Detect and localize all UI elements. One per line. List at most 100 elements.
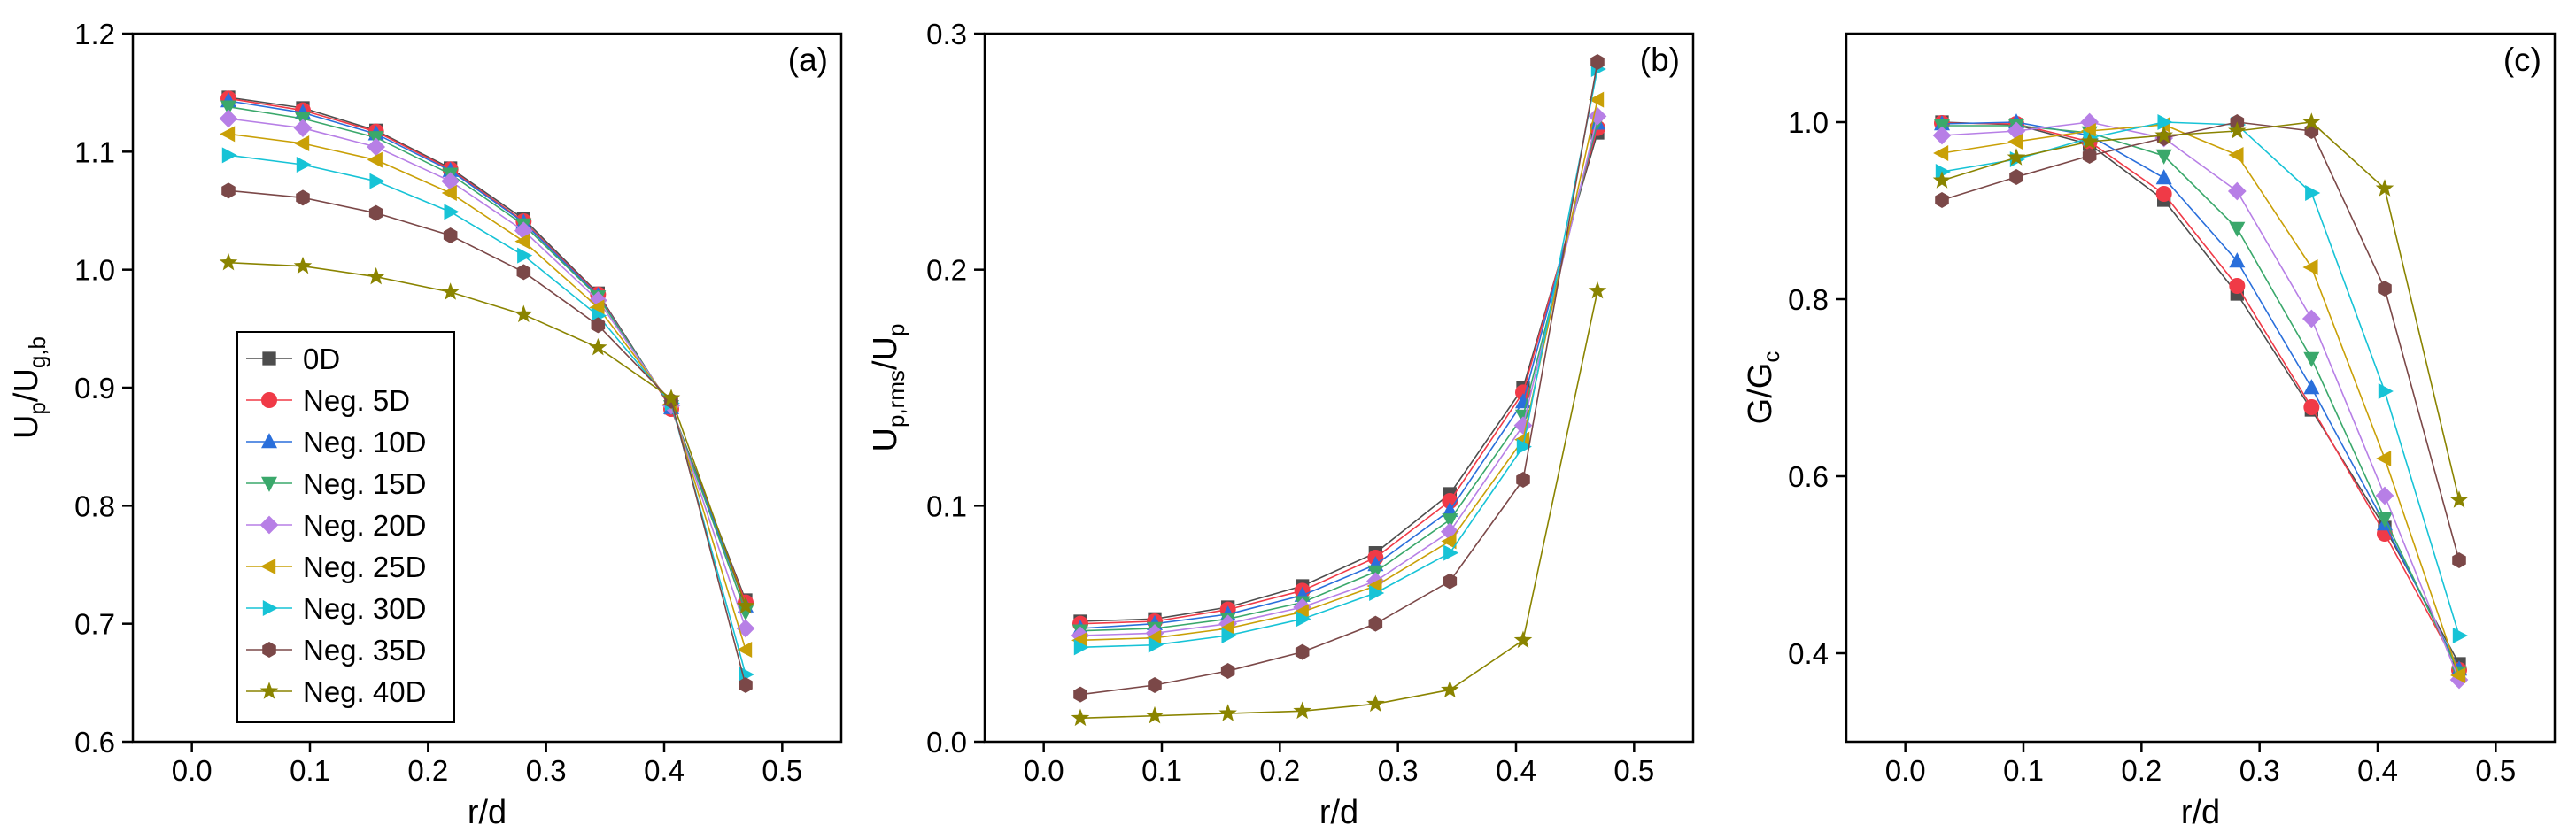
series-line [1079, 120, 1598, 632]
data-point [220, 126, 236, 143]
data-point [661, 389, 681, 406]
data-point [1933, 145, 1949, 161]
data-point [514, 304, 533, 323]
series-line [1941, 121, 2460, 636]
data-point [1073, 639, 1089, 656]
data-point [1440, 522, 1459, 542]
data-point [2377, 512, 2393, 528]
series-line [1941, 121, 2460, 501]
data-point [1588, 281, 1607, 299]
data-point [2303, 351, 2320, 367]
y-label-main: U [8, 415, 45, 439]
data-point [1441, 533, 1457, 550]
data-point [441, 172, 460, 191]
plot-frame [1845, 32, 2557, 744]
data-point [2157, 114, 2173, 130]
legend-marker [262, 600, 278, 616]
legend-marker [262, 642, 276, 658]
data-point [2228, 147, 2244, 163]
data-point [296, 157, 312, 173]
series-neg-40d [1071, 281, 1607, 727]
series-layer [1932, 112, 2469, 690]
data-point [1442, 513, 1458, 529]
data-point [2227, 181, 2247, 201]
legend-marker [259, 682, 279, 699]
data-point [516, 264, 531, 281]
data-point [2228, 121, 2247, 139]
y-label-sub1: p [24, 402, 50, 414]
y-axis: 0.0 0.1 0.2 0.3 [926, 18, 985, 759]
legend-item: Neg. 35D [246, 634, 426, 667]
x-tick-label: 0.3 [526, 754, 567, 787]
x-tick-label: 0.1 [2003, 754, 2044, 787]
data-point [2302, 112, 2321, 130]
legend-marker [261, 476, 277, 492]
y-label-mid: /U [867, 336, 904, 370]
data-point [1443, 573, 1458, 590]
data-point [2378, 383, 2394, 399]
y-tick-label: 0.4 [1788, 637, 1829, 670]
data-point [2376, 451, 2392, 466]
data-point [2082, 148, 2097, 164]
data-point [1932, 171, 1952, 189]
y-tick-label: 1.0 [74, 254, 115, 287]
legend-marker [261, 433, 277, 449]
data-point [2375, 486, 2394, 505]
data-point [296, 189, 310, 206]
y-tick-label: 0.9 [74, 372, 115, 405]
y-label-sub1: p,rms [883, 370, 909, 428]
data-point [219, 109, 238, 128]
x-tick-label: 0.0 [1885, 754, 1926, 787]
legend-item: Neg. 20D [246, 509, 426, 542]
data-point [2229, 221, 2246, 237]
panel-c: 0.0 0.1 0.2 0.3 0.4 0.5 0.40.60.81.0 (c) r/d … [1742, 32, 2557, 831]
legend-label: Neg. 15D [303, 467, 426, 500]
data-point [1295, 643, 1310, 660]
series-layer [219, 90, 755, 693]
legend-item: 0D [246, 343, 340, 375]
series-neg-30d [1935, 114, 2468, 643]
data-point [2375, 179, 2394, 197]
data-point [589, 337, 607, 356]
x-axis: 0.0 0.1 0.2 0.3 0.4 0.5 [1885, 742, 2516, 787]
data-point [293, 256, 313, 274]
data-point [2155, 186, 2172, 202]
series-line [1942, 125, 2460, 674]
data-point [1145, 623, 1164, 643]
y-tick-label: 0.0 [926, 726, 967, 759]
x-tick-label: 0.5 [762, 754, 802, 787]
data-point [2155, 149, 2172, 165]
x-tick-label: 0.5 [2475, 754, 2516, 787]
x-tick-label: 0.2 [1259, 754, 1300, 787]
legend-label: 0D [303, 343, 340, 375]
series-line [1079, 127, 1598, 625]
data-point [2007, 134, 2023, 150]
series-line [1079, 290, 1598, 720]
data-point [444, 204, 460, 220]
x-axis: 0.0 0.1 0.2 0.3 0.4 0.5 [1024, 742, 1654, 787]
legend-marker [262, 351, 276, 366]
x-tick-label: 0.3 [1378, 754, 1419, 787]
y-tick-label: 0.6 [74, 726, 115, 759]
data-point [1513, 630, 1533, 649]
data-point [219, 252, 238, 271]
data-point [367, 137, 386, 157]
data-point [368, 204, 383, 221]
y-axis: 0.6 0.7 0.8 0.9 1.0 1.1 1.2 [74, 18, 133, 759]
data-point [441, 282, 460, 300]
legend-marker [260, 559, 276, 574]
series-line [1941, 124, 2460, 676]
data-point [221, 147, 237, 164]
data-point [1145, 705, 1164, 724]
series-neg-10d [1072, 114, 1605, 636]
series-neg-40d [219, 252, 755, 614]
y-label-main: U [867, 428, 904, 451]
legend-label: Neg. 35D [303, 634, 426, 667]
y-label-sub1: c [1758, 351, 1784, 363]
x-tick-label: 0.1 [290, 754, 330, 787]
data-point [1513, 416, 1533, 435]
data-point [367, 151, 383, 168]
data-point [2154, 126, 2173, 143]
series-line [228, 261, 746, 606]
